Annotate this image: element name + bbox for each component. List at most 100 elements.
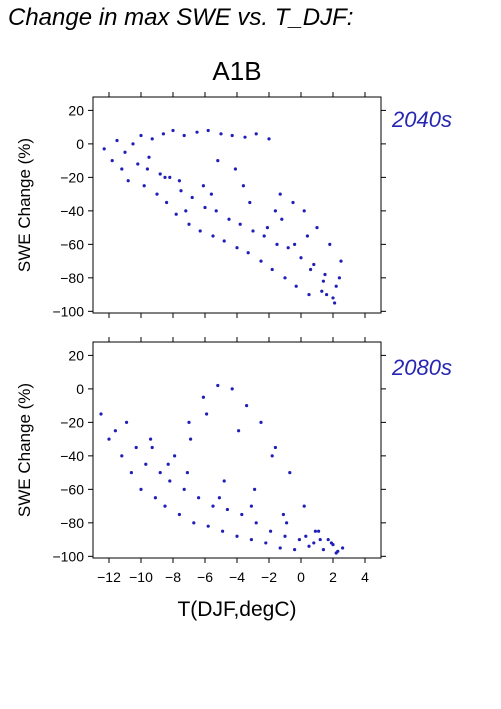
- data-point: [158, 471, 162, 475]
- data-point: [125, 420, 129, 424]
- data-point: [230, 133, 234, 138]
- data-point: [233, 167, 237, 171]
- y-tick-label: −80: [60, 515, 84, 531]
- data-point: [318, 537, 322, 542]
- data-point: [299, 256, 303, 260]
- data-point: [163, 175, 167, 179]
- data-point: [278, 192, 282, 196]
- data-point: [293, 548, 297, 552]
- data-point: [307, 544, 311, 548]
- data-point: [302, 504, 306, 508]
- data-point: [171, 128, 175, 133]
- data-point: [270, 267, 274, 272]
- data-point: [237, 429, 241, 433]
- data-point: [123, 150, 127, 154]
- data-point: [150, 137, 154, 141]
- x-tick-label: −4: [229, 569, 245, 585]
- data-point: [241, 184, 245, 188]
- data-point: [259, 259, 263, 263]
- scenario-label: A1B: [212, 56, 262, 86]
- data-point: [187, 222, 191, 226]
- data-point: [211, 234, 215, 238]
- data-point: [227, 217, 231, 221]
- data-point: [254, 521, 258, 525]
- data-point: [144, 462, 148, 466]
- data-point: [333, 301, 337, 305]
- period-label-2080s: 2080s: [392, 355, 452, 380]
- data-point: [339, 259, 343, 263]
- data-point: [177, 512, 181, 517]
- data-point: [120, 454, 124, 458]
- data-point: [326, 537, 330, 542]
- data-point: [115, 138, 119, 143]
- data-point: [264, 541, 268, 545]
- data-point: [243, 135, 247, 139]
- data-point: [235, 534, 239, 538]
- data-point: [147, 155, 151, 159]
- data-point: [313, 529, 317, 533]
- data-point: [253, 487, 257, 491]
- data-point: [307, 292, 311, 297]
- data-point: [163, 504, 167, 508]
- data-point: [334, 284, 338, 288]
- data-point: [102, 147, 106, 151]
- data-point: [297, 537, 301, 542]
- data-point: [341, 546, 345, 550]
- data-point: [259, 420, 263, 424]
- data-point: [168, 175, 172, 179]
- data-point: [219, 132, 223, 136]
- data-point: [321, 548, 325, 552]
- data-point: [249, 537, 253, 542]
- data-point: [206, 128, 210, 133]
- data-point: [325, 292, 329, 297]
- data-point: [337, 276, 341, 280]
- data-point: [206, 524, 210, 528]
- data-point: [222, 479, 226, 483]
- data-point: [273, 209, 277, 213]
- data-point: [120, 167, 124, 171]
- data-point: [189, 437, 193, 441]
- y-tick-label: −40: [60, 203, 84, 219]
- y-tick-label: −100: [52, 303, 84, 319]
- data-point: [182, 487, 186, 491]
- data-point: [216, 159, 220, 163]
- data-point: [139, 487, 143, 491]
- data-point: [161, 132, 165, 136]
- data-point: [304, 534, 308, 538]
- data-point: [165, 200, 169, 205]
- y-tick-label: −60: [60, 236, 84, 252]
- data-point: [134, 445, 138, 450]
- data-point: [203, 205, 207, 210]
- data-point: [197, 496, 201, 500]
- data-point: [286, 246, 290, 250]
- data-point: [323, 272, 327, 277]
- data-point: [187, 420, 191, 424]
- data-point: [168, 479, 172, 483]
- data-point: [136, 162, 140, 166]
- data-point: [283, 534, 287, 538]
- x-tick-label: −2: [261, 569, 277, 585]
- y-axis-label: SWE Change (%): [15, 138, 34, 272]
- y-tick-label: 0: [76, 381, 84, 397]
- x-tick-label: −6: [197, 569, 213, 585]
- data-point: [267, 137, 271, 141]
- data-point: [246, 251, 250, 255]
- data-point: [329, 541, 333, 545]
- data-point: [179, 189, 183, 193]
- data-point: [195, 130, 199, 134]
- data-point: [291, 200, 295, 205]
- y-tick-label: −20: [60, 414, 84, 430]
- y-tick-label: −80: [60, 270, 84, 286]
- data-point: [166, 462, 170, 466]
- data-point: [283, 276, 287, 280]
- data-point: [278, 546, 282, 550]
- x-tick-label: 2: [329, 569, 337, 585]
- data-point: [177, 179, 181, 183]
- data-point: [182, 133, 186, 138]
- data-point: [201, 395, 205, 399]
- data-point: [235, 246, 239, 250]
- data-point: [173, 454, 177, 458]
- data-point: [225, 507, 229, 512]
- data-point: [149, 437, 153, 441]
